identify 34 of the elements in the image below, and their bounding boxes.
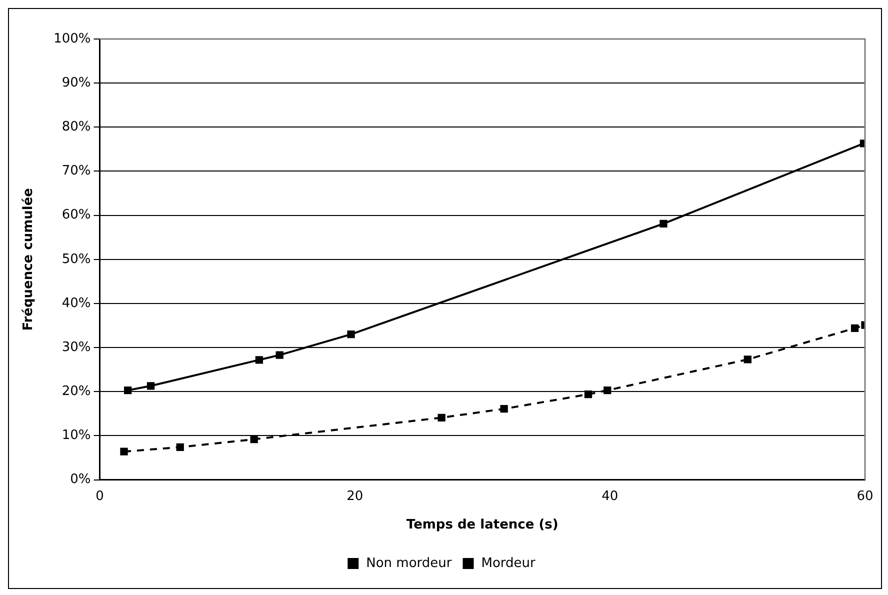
x-axis-title: Temps de latence (s)	[406, 518, 558, 533]
y-tick-label: 0%	[70, 472, 91, 488]
point	[438, 414, 446, 422]
point	[604, 386, 612, 394]
y-axis-title: Fréquence cumulée	[21, 188, 36, 331]
point	[500, 405, 508, 413]
y-tick-label: 80%	[62, 120, 91, 135]
point	[660, 220, 668, 228]
y-tick-label: 40%	[62, 296, 91, 311]
x-tick-label: 0	[96, 488, 104, 504]
y-tick-label: 10%	[62, 428, 91, 444]
point	[850, 324, 859, 332]
point	[176, 443, 184, 452]
point	[584, 390, 592, 398]
point	[124, 386, 132, 394]
point	[255, 356, 264, 364]
point	[146, 382, 155, 390]
legend-label: Non mordeur	[366, 556, 452, 571]
point	[250, 435, 258, 444]
x-tick-label: 60	[856, 488, 874, 504]
point	[347, 330, 355, 338]
legend-label: Mordeur	[481, 556, 536, 571]
x-tick-label: 20	[346, 488, 364, 504]
y-tick-label: 50%	[62, 252, 91, 267]
point	[276, 351, 284, 359]
y-tick-label: 100%	[54, 31, 91, 46]
y-tick-label: 20%	[62, 384, 91, 400]
x-tick-label: 40	[602, 488, 618, 504]
y-tick-label: 70%	[62, 164, 91, 179]
y-tick-label: 60%	[62, 208, 91, 223]
point	[744, 356, 752, 364]
y-tick-label: 90%	[62, 75, 91, 90]
point	[120, 448, 128, 456]
y-tick-label: 30%	[62, 340, 91, 355]
